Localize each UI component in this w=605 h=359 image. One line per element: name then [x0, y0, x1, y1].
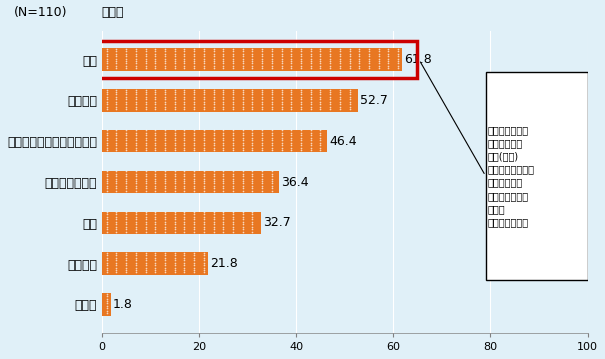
Text: 1.8: 1.8 — [113, 298, 133, 311]
Text: 32.7: 32.7 — [263, 216, 291, 229]
Bar — [102, 252, 208, 275]
Text: 52.7: 52.7 — [360, 94, 388, 107]
Bar — [102, 89, 358, 112]
Text: 21.8: 21.8 — [210, 257, 238, 270]
Text: 46.4: 46.4 — [330, 135, 357, 148]
FancyBboxPatch shape — [486, 72, 587, 280]
Bar — [102, 48, 402, 71]
Text: 61.8: 61.8 — [404, 53, 432, 66]
Text: （％）: （％） — [102, 6, 124, 19]
Text: ・人口増加によ
る需要の高ま
り。(各国)
・アフリカ域内の
菓子類は輸入
に依存している
ため。
（タンザニア）: ・人口増加によ る需要の高ま り。(各国) ・アフリカ域内の 菓子類は輸入 に依… — [488, 125, 535, 227]
Bar — [102, 293, 111, 316]
Bar — [102, 211, 261, 234]
Text: 36.4: 36.4 — [281, 176, 309, 188]
Text: (N=110): (N=110) — [15, 6, 68, 19]
Bar — [102, 171, 279, 193]
Bar — [102, 130, 327, 153]
